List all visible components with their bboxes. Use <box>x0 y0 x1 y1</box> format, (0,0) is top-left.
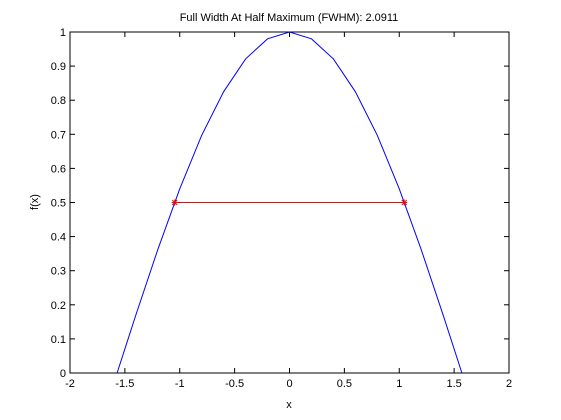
series-line-0 <box>116 31 463 374</box>
chart-title: Full Width At Half Maximum (FWHM): 2.091… <box>180 12 399 24</box>
ticks: -2 -1.5 -1 -0.5 0 0.5 1 1.5 2 0 0.1 0.2 0.3 0.4 0.5 0.6… <box>51 27 512 390</box>
x-tick-label: 2 <box>506 378 512 390</box>
x-tick-label: 0 <box>286 378 292 390</box>
y-tick-label: 0.9 <box>51 61 66 73</box>
y-tick-label: 0.4 <box>51 232 66 244</box>
y-tick-label: 0.7 <box>51 129 66 141</box>
half-max-marker <box>401 199 408 206</box>
x-tick-label: 1 <box>396 378 402 390</box>
y-tick-label: 0.6 <box>51 163 66 175</box>
x-tick-label: -0.5 <box>225 378 244 390</box>
y-tick-label: 0.5 <box>51 198 66 210</box>
y-tick-label: 1 <box>60 27 66 39</box>
plot-area: -2 -1.5 -1 -0.5 0 0.5 1 1.5 2 0 0.1 0.2 0.3 0.4 0.5 0.6… <box>51 27 512 390</box>
x-tick-label: -1.5 <box>115 378 134 390</box>
y-tick-label: 0.2 <box>51 300 66 312</box>
y-tick-label: 0.8 <box>51 95 66 107</box>
y-tick-label: 0.3 <box>51 266 66 278</box>
x-tick-label: -1 <box>175 378 185 390</box>
x-tick-label: 0.5 <box>337 378 352 390</box>
x-axis-label: x <box>286 399 292 411</box>
x-tick-label: -2 <box>65 378 75 390</box>
y-tick-label: 0.1 <box>51 334 66 346</box>
half-max-marker <box>171 199 178 206</box>
y-tick-label: 0 <box>60 368 66 380</box>
series-layer <box>116 31 463 374</box>
x-tick-label: 1.5 <box>446 378 461 390</box>
y-axis-label: f(x) <box>29 194 41 210</box>
